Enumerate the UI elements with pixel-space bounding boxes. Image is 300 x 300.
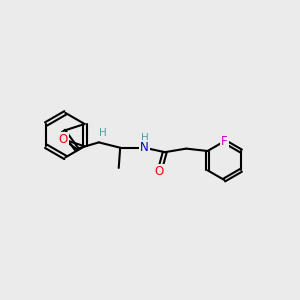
Text: H: H (99, 128, 107, 138)
Text: N: N (140, 141, 149, 154)
Text: H: H (141, 133, 149, 143)
Text: O: O (155, 165, 164, 178)
Text: O: O (59, 133, 68, 146)
Text: F: F (221, 135, 228, 148)
